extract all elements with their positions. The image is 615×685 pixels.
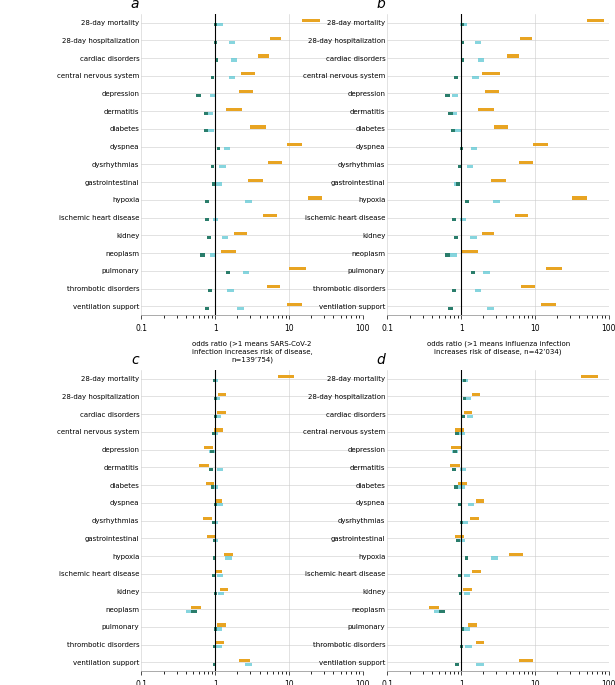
Text: b: b	[376, 0, 385, 11]
Text: a: a	[131, 0, 139, 11]
Text: d: d	[376, 353, 385, 367]
Text: c: c	[132, 353, 139, 367]
X-axis label: odds ratio (>1 means SARS-CoV-2
infection increases risk of disease,
n=139’754): odds ratio (>1 means SARS-CoV-2 infectio…	[192, 340, 312, 363]
X-axis label: odds ratio (>1 means influenza infection
increases risk of disease, n=42’034): odds ratio (>1 means influenza infection…	[427, 340, 569, 355]
